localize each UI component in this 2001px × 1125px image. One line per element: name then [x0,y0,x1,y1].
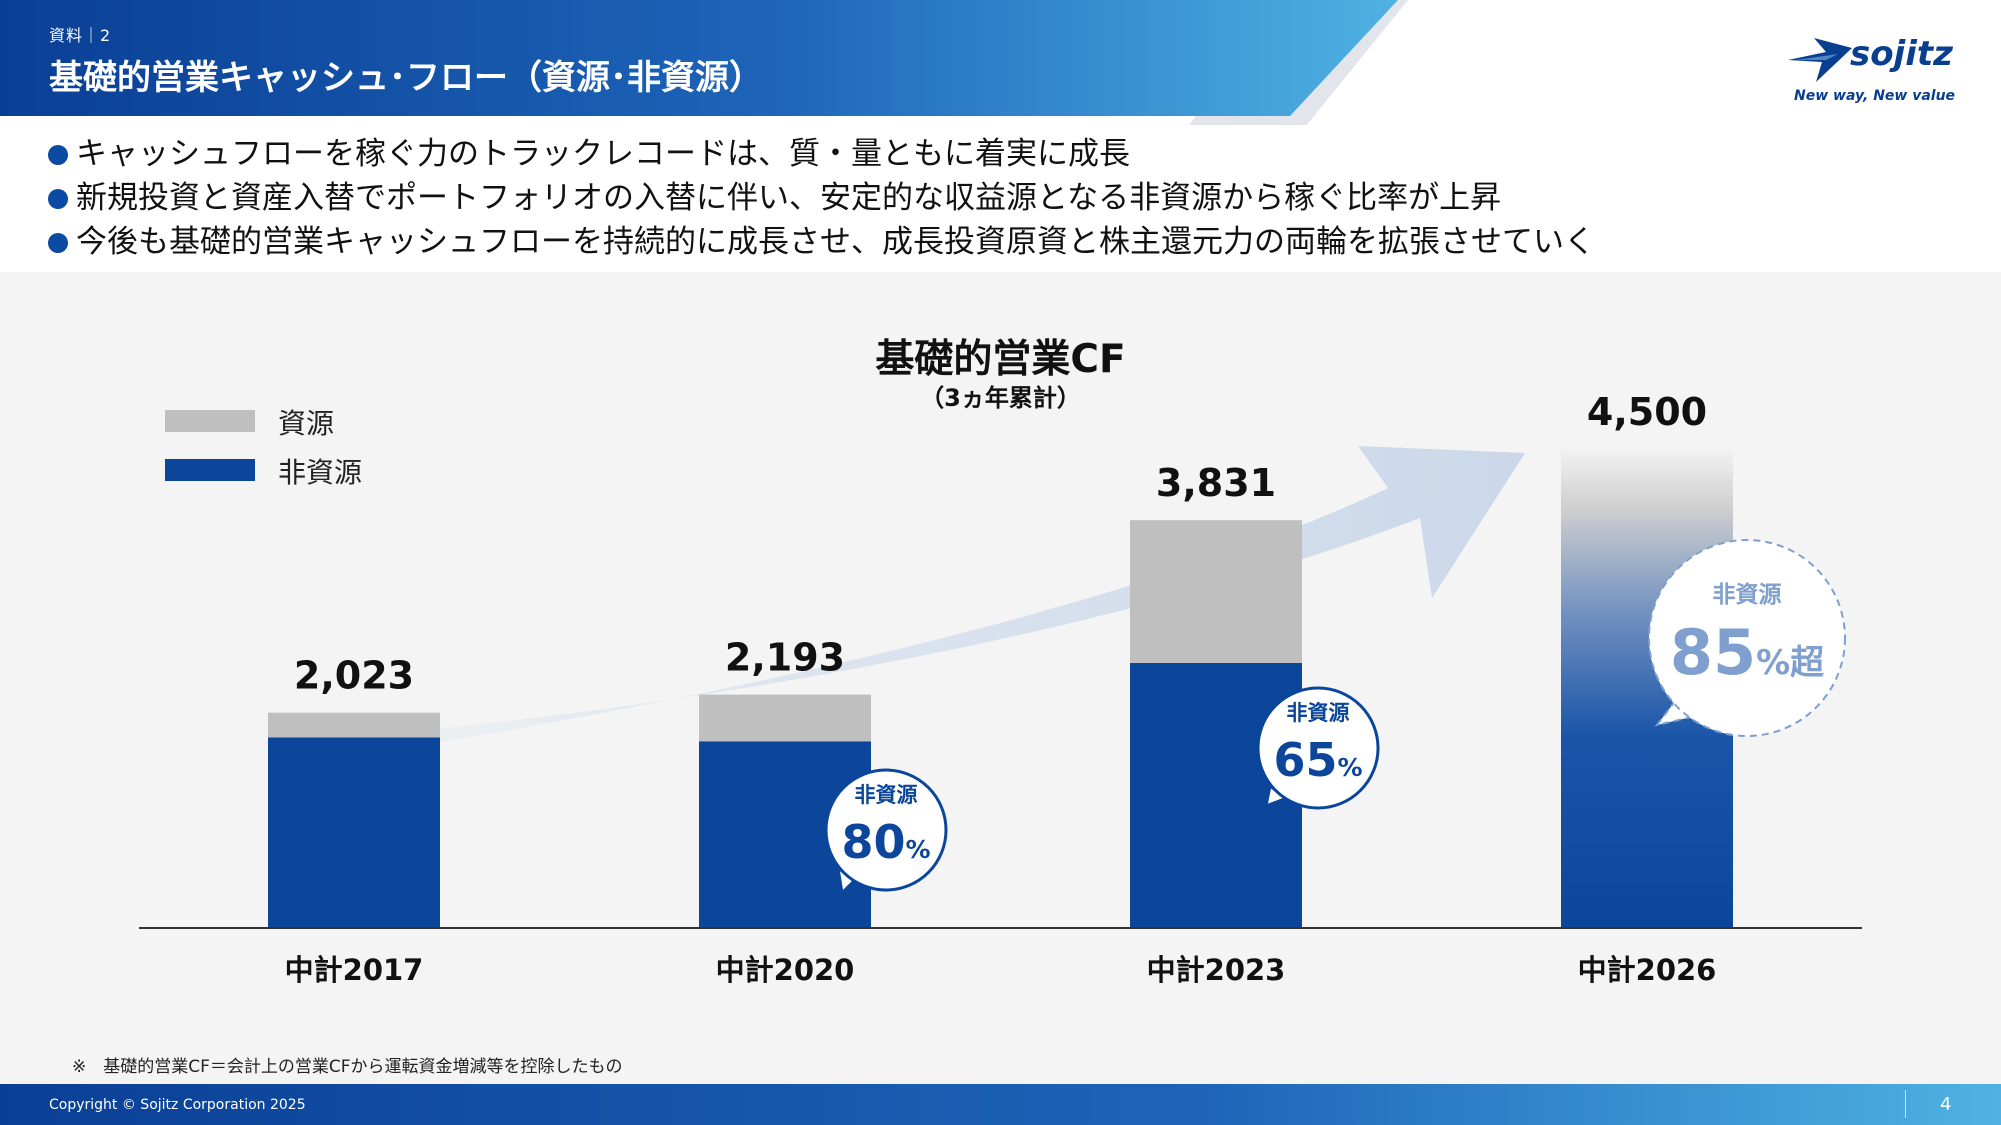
logo-wordmark: sojitz [1850,34,1953,74]
category-label: 中計2026 [1578,953,1717,987]
bar-resource-中計2017 [268,712,440,738]
total-label: 3,831 [1156,461,1276,505]
legend-label-resource: 資源 [278,407,335,440]
logo-mark-icon [1788,38,1852,82]
callout-suffix: %超 [1756,643,1825,683]
bullet-item: キャッシュフローを稼ぐ力のトラックレコードは、質・量ともに着実に成長 [48,132,1948,176]
callout-label: 非資源 [855,783,918,807]
bar-nonresource-中計2017 [268,737,440,928]
callout-suffix: % [905,835,930,864]
bullet-list: キャッシュフローを稼ぐ力のトラックレコードは、質・量ともに着実に成長 新規投資と… [48,132,1948,264]
footer-divider [1905,1090,1906,1118]
bullet-item: 今後も基礎的営業キャッシュフローを持続的に成長させ、成長投資原資と株主還元力の両… [48,220,1948,264]
total-label: 4,500 [1587,390,1707,434]
legend-label-nonresource: 非資源 [278,456,363,489]
chart-title: 基礎的営業CF [875,337,1126,382]
category-label: 中計2017 [285,953,424,987]
legend-swatch-nonresource [165,459,255,481]
total-label: 2,023 [294,654,414,698]
callout-circle [824,768,948,892]
stacked-bar-chart: 2,023 中計2017 2,193 中計2020 3,831 中計2023 4,500 中計… [139,390,1862,987]
callout-circle [1256,686,1380,810]
callout-suffix: % [1337,753,1362,782]
bullet-item: 新規投資と資産入替でポートフォリオの入替に伴い、安定的な収益源となる非資源から稼… [48,176,1948,220]
bullet-dot-icon [48,145,68,165]
growth-arrow [425,446,1525,742]
callout-value: 85%超 [1670,616,1825,689]
bar-resource-中計2020 [699,694,871,742]
section-label: 資料｜2 [49,26,112,45]
legend-swatch-resource [165,410,255,432]
bar-resource-中計2023 [1130,520,1302,663]
callout-bubble-中計2026: 非資源 85%超 [1648,539,1846,737]
footer-bar [0,1084,2001,1125]
total-label: 2,193 [725,636,845,680]
category-label: 中計2023 [1147,953,1286,987]
copyright: Copyright © Sojitz Corporation 2025 [49,1097,306,1113]
page-number: 4 [1940,1094,1952,1115]
callout-circle [1648,539,1846,737]
page-title: 基礎的営業キャッシュ･フロー（資源･非資源） [49,58,763,98]
bullet-dot-icon [48,233,68,253]
callout-label: 非資源 [1287,701,1350,725]
bullet-dot-icon [48,189,68,209]
footnote: ※ 基礎的営業CF＝会計上の営業CFから運転資金増減等を控除したもの [72,1057,623,1077]
header-banner [0,0,1408,125]
sojitz-logo: sojitz New way, New value [1780,30,1960,112]
logo-tagline: New way, New value [1794,88,1956,104]
chart-subtitle: （3ヵ年累計） [920,384,1081,412]
category-label: 中計2020 [716,953,855,987]
callout-label: 非資源 [1713,581,1782,608]
